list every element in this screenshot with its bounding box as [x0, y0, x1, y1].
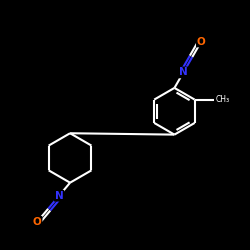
Text: CH₃: CH₃: [215, 95, 230, 104]
Text: O: O: [197, 36, 205, 46]
Text: O: O: [33, 217, 42, 227]
Text: N: N: [55, 191, 64, 201]
Text: N: N: [179, 68, 188, 78]
